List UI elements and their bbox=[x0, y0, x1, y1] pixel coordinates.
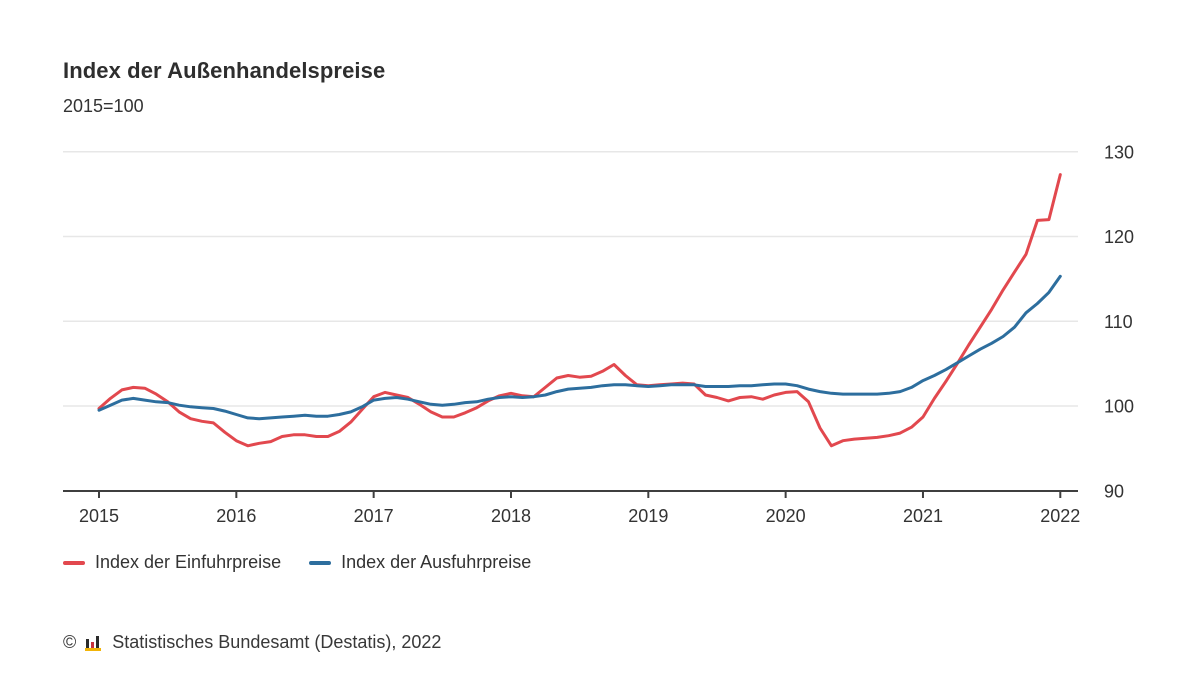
x-tick-label: 2017 bbox=[354, 506, 394, 526]
y-tick-label: 100 bbox=[1104, 397, 1134, 417]
x-tick-label: 2015 bbox=[79, 506, 119, 526]
einfuhrpreise-line bbox=[97, 173, 1062, 448]
ausfuhrpreise-line-swatch bbox=[309, 560, 332, 565]
einfuhrpreise-line-swatch bbox=[63, 560, 85, 565]
source-attribution: © Statistisches Bundesamt (Destatis), 20… bbox=[63, 632, 441, 653]
chart-legend: Index der Einfuhrpreise Index der Ausfuh… bbox=[63, 552, 531, 573]
ausfuhrpreise-line bbox=[97, 274, 1062, 421]
x-tick-label: 2022 bbox=[1040, 506, 1080, 526]
destatis-bar-chart-icon bbox=[85, 635, 103, 651]
copyright-symbol: © bbox=[63, 632, 77, 652]
page-title: Index der Außenhandelspreise bbox=[63, 58, 386, 83]
x-tick-label: 2021 bbox=[903, 506, 943, 526]
chart-subtitle: 2015=100 bbox=[63, 96, 144, 116]
source-text: Statistisches Bundesamt (Destatis), 2022 bbox=[112, 632, 442, 652]
y-tick-label: 90 bbox=[1104, 481, 1124, 501]
y-tick-label: 110 bbox=[1104, 312, 1133, 332]
y-tick-label: 130 bbox=[1104, 142, 1134, 162]
x-tick-label: 2018 bbox=[491, 506, 531, 526]
x-tick-label: 2019 bbox=[628, 506, 668, 526]
legend-label-einfuhrpreise: Index der Einfuhrpreise bbox=[95, 552, 282, 572]
x-tick-label: 2020 bbox=[766, 506, 806, 526]
legend-item-ausfuhrpreise: Index der Ausfuhrpreise bbox=[309, 552, 531, 573]
x-tick-label: 2016 bbox=[216, 506, 256, 526]
y-tick-label: 120 bbox=[1104, 227, 1134, 247]
legend-item-einfuhrpreise: Index der Einfuhrpreise bbox=[63, 552, 281, 573]
legend-label-ausfuhrpreise: Index der Ausfuhrpreise bbox=[341, 552, 532, 572]
